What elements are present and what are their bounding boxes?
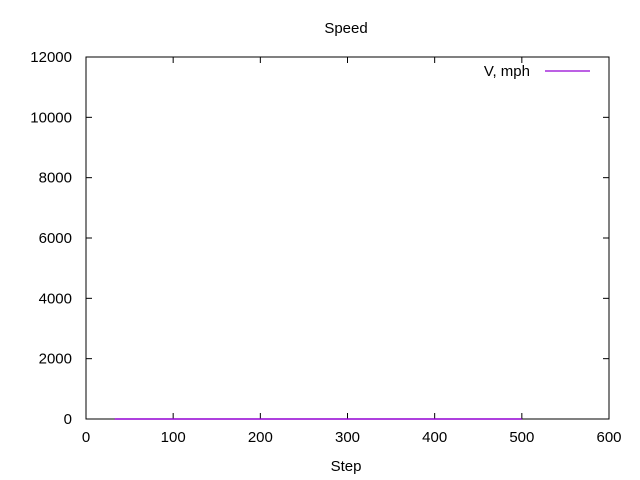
x-tick-label: 600 [596,429,621,446]
x-tick-label: 500 [509,429,534,446]
x-tick-label: 0 [82,429,90,446]
y-tick-label: 6000 [39,230,72,247]
y-tick-label: 4000 [39,290,72,307]
y-axis: 0 2000 4000 6000 8000 10000 12000 [30,49,609,428]
y-tick-label: 12000 [30,49,72,66]
x-tick-label: 100 [161,429,186,446]
x-tick-label: 400 [422,429,447,446]
y-tick-label: 0 [64,411,72,428]
legend-label: V, mph [484,63,530,80]
plot-frame [85,56,610,420]
legend: V, mph [484,63,590,80]
x-tick-label: 200 [248,429,273,446]
x-tick-label: 300 [335,429,360,446]
y-tick-label: 10000 [30,109,72,126]
chart-title: Speed [324,20,367,37]
y-tick-label: 8000 [39,170,72,187]
x-axis: 0 100 200 300 400 500 600 [82,57,622,446]
x-axis-label: Step [331,458,362,475]
y-tick-label: 2000 [39,351,72,368]
